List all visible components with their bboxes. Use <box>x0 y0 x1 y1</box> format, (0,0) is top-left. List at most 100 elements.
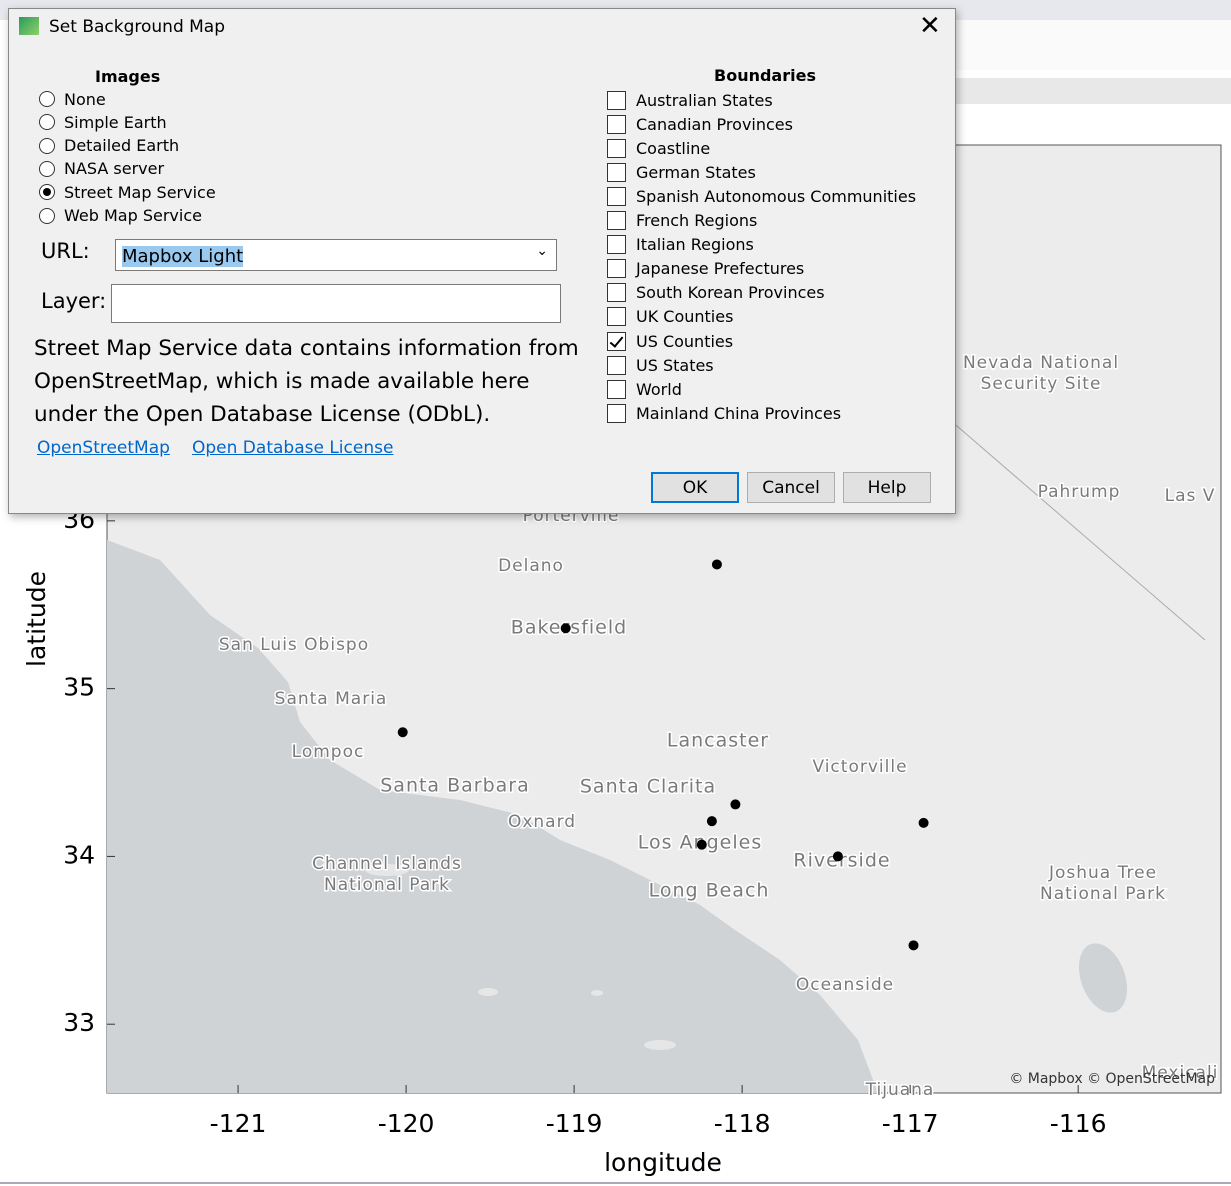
checkbox-option[interactable]: US Counties <box>607 330 733 352</box>
checkbox-option[interactable]: US States <box>607 354 714 376</box>
checkbox-label: Spanish Autonomous Communities <box>636 187 916 206</box>
checkbox[interactable] <box>607 235 626 254</box>
x-tick-label: -119 <box>546 1109 603 1138</box>
y-tick-label: 35 <box>63 673 95 702</box>
dialog-title: Set Background Map <box>49 17 225 37</box>
app-panel <box>955 20 1231 70</box>
checkbox-option[interactable]: UK Counties <box>607 306 733 328</box>
checkbox-option[interactable]: World <box>607 378 682 400</box>
button[interactable]: Cancel <box>747 472 835 503</box>
checkbox[interactable] <box>607 211 626 230</box>
attribution: © Mapbox © OpenStreetMap <box>1009 1071 1215 1087</box>
y-axis-label: latitude <box>22 571 51 667</box>
place-label: Nevada National <box>963 353 1119 373</box>
place-label: Channel Islands <box>312 854 462 874</box>
button[interactable]: OK <box>651 472 739 503</box>
place-label: Long Beach <box>649 880 770 902</box>
checkbox[interactable] <box>607 139 626 158</box>
checkbox-option[interactable]: Spanish Autonomous Communities <box>607 185 916 207</box>
radio-option[interactable]: Simple Earth <box>39 111 167 133</box>
radio-label: Detailed Earth <box>64 136 179 155</box>
point <box>561 623 571 633</box>
place-label: Oxnard <box>508 812 576 832</box>
y-tick-label: 34 <box>63 840 95 869</box>
checkbox-option[interactable]: Australian States <box>607 89 773 111</box>
checkbox[interactable] <box>607 380 626 399</box>
checkbox-option[interactable]: South Korean Provinces <box>607 282 825 304</box>
boundaries-heading: Boundaries <box>714 66 816 85</box>
checkbox-label: German States <box>636 163 756 182</box>
place-label: Joshua Tree <box>1048 863 1157 883</box>
point <box>730 799 740 809</box>
place-label: Riverside <box>793 850 890 872</box>
link[interactable]: Open Database License <box>192 438 393 458</box>
point <box>712 559 722 569</box>
radio-button[interactable] <box>39 161 55 177</box>
checkbox-option[interactable]: Mainland China Provinces <box>607 402 841 424</box>
place-label: Lancaster <box>667 730 769 752</box>
checkbox-option[interactable]: German States <box>607 161 756 183</box>
url-label: URL: <box>41 239 90 263</box>
place-label: National Park <box>324 875 450 895</box>
checkbox-option[interactable]: French Regions <box>607 210 757 232</box>
x-tick-label: -116 <box>1050 1109 1107 1138</box>
layer-input[interactable] <box>111 284 561 323</box>
radio-option[interactable]: Web Map Service <box>39 205 202 227</box>
checkbox[interactable] <box>607 163 626 182</box>
radio-button[interactable] <box>39 91 55 107</box>
checkbox[interactable] <box>607 259 626 278</box>
checkbox[interactable] <box>607 283 626 302</box>
checkbox[interactable] <box>607 91 626 110</box>
checkbox[interactable] <box>607 404 626 423</box>
place-label: Santa Clarita <box>580 776 716 798</box>
radio-button[interactable] <box>39 208 55 224</box>
button[interactable]: Help <box>843 472 931 503</box>
x-tick-label: -121 <box>210 1109 267 1138</box>
checkbox-label: Japanese Prefectures <box>636 259 804 278</box>
dialog: Set Background Map ✕ Images NoneSimple E… <box>8 8 956 514</box>
radio-button[interactable] <box>39 114 55 130</box>
dropdown-arrow: ⌄ <box>536 243 548 259</box>
radio-button[interactable] <box>39 184 55 200</box>
checkbox[interactable] <box>607 332 626 351</box>
x-tick-label: -118 <box>714 1109 771 1138</box>
checkbox-label: Coastline <box>636 139 710 158</box>
x-tick-label: -120 <box>378 1109 435 1138</box>
radio-option[interactable]: Detailed Earth <box>39 135 179 157</box>
checkbox[interactable] <box>607 307 626 326</box>
checkbox-label: US States <box>636 356 714 375</box>
point <box>398 727 408 737</box>
url-value: Mapbox Light <box>122 246 243 267</box>
app-tab-bar <box>955 78 1231 104</box>
checkbox-label: World <box>636 380 682 399</box>
checkbox[interactable] <box>607 115 626 134</box>
checkbox-option[interactable]: Japanese Prefectures <box>607 258 804 280</box>
checkbox[interactable] <box>607 356 626 375</box>
link[interactable]: OpenStreetMap <box>37 438 170 458</box>
checkbox-label: Italian Regions <box>636 235 754 254</box>
checkbox-label: Canadian Provinces <box>636 115 793 134</box>
checkbox-label: UK Counties <box>636 307 733 326</box>
island <box>591 990 603 996</box>
radio-button[interactable] <box>39 138 55 154</box>
url-combobox[interactable]: Mapbox Light ⌄ <box>115 239 557 271</box>
checkbox-label: US Counties <box>636 332 733 351</box>
checkbox-option[interactable]: Italian Regions <box>607 234 754 256</box>
radio-option[interactable]: Street Map Service <box>39 181 216 203</box>
checkbox[interactable] <box>607 187 626 206</box>
radio-label: Web Map Service <box>64 206 202 225</box>
info-text: Street Map Service data contains informa… <box>34 332 579 431</box>
island <box>478 988 498 996</box>
radio-option[interactable]: None <box>39 88 106 110</box>
layer-label: Layer: <box>41 289 106 313</box>
checkbox-option[interactable]: Canadian Provinces <box>607 113 793 135</box>
place-label: Lompoc <box>292 742 365 762</box>
checkbox-label: South Korean Provinces <box>636 283 825 302</box>
y-tick-label: 33 <box>63 1008 95 1037</box>
radio-option[interactable]: NASA server <box>39 158 164 180</box>
close-button[interactable]: ✕ <box>919 11 941 41</box>
place-label: National Park <box>1040 884 1166 904</box>
place-label: Santa Barbara <box>380 775 530 797</box>
checkbox-option[interactable]: Coastline <box>607 137 710 159</box>
